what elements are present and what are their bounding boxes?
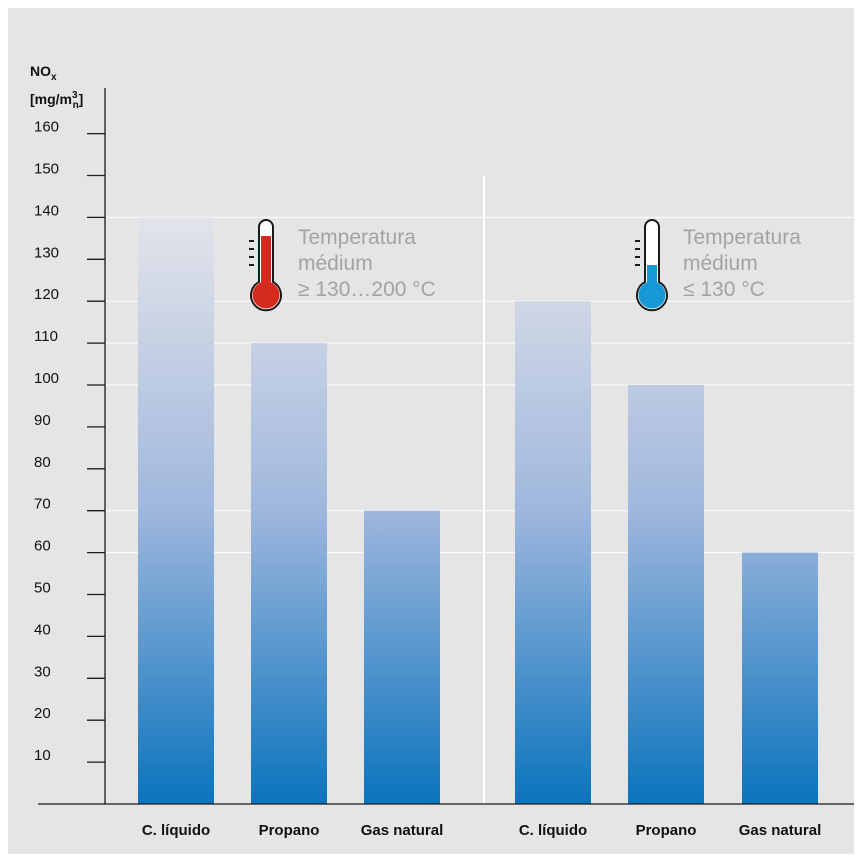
annotation-hot: Temperatura médium ≥ 130…200 °C	[249, 219, 436, 312]
gridlines	[105, 216, 854, 554]
x-tick-labels: C. líquido Propano Gas natural C. líquido Pr…	[142, 822, 821, 839]
annotation-cold-line2: médium	[683, 252, 758, 275]
annotation-cold: Temperatura médium ≤ 130 °C	[635, 219, 801, 312]
y-tick-label: 80	[34, 454, 51, 471]
annotation-cold-line1: Temperatura	[683, 226, 801, 249]
y-axis-label-line2: [mg/m3 n]	[30, 90, 83, 111]
y-tick-label: 130	[34, 244, 59, 261]
bars	[138, 217, 818, 804]
annotation-cold-line3: ≤ 130 °C	[683, 278, 765, 301]
chart-panel: 10 20 30 40 50 60 70 80 90 100 110 120 130 140 150 160 …	[8, 8, 854, 854]
x-tick-label: Propano	[636, 822, 697, 839]
nox-bar-chart: 102030405060708090100110120130140150160 …	[30, 63, 854, 839]
bar-hot-0	[138, 217, 214, 804]
x-tick-label: Propano	[259, 822, 320, 839]
x-tick-label: Gas natural	[739, 822, 822, 839]
annotation-hot-line1: Temperatura	[298, 226, 416, 249]
axes	[38, 88, 854, 805]
bar-cold-2	[742, 552, 818, 804]
thermometer-cold-icon	[635, 219, 668, 312]
y-tick-label: 140	[34, 202, 59, 219]
y-tick-label: 100	[34, 370, 59, 387]
y-tick-label: 40	[34, 621, 51, 638]
x-tick-label: C. líquido	[519, 822, 587, 839]
bar-cold-0	[515, 301, 591, 804]
y-ticks: 10 20 30 40 50 60 70 80 90 100 110 120 130 140 150 160	[34, 119, 105, 764]
bar-hot-2	[364, 510, 440, 804]
y-tick-label: 10	[34, 747, 51, 764]
y-tick-label: 60	[34, 538, 51, 555]
y-tick-label: 110	[34, 328, 58, 345]
y-tick-label: 120	[34, 286, 59, 303]
bar-cold-1	[628, 385, 704, 804]
bar-hot-1	[251, 343, 327, 804]
y-tick-label: 30	[34, 663, 51, 680]
x-tick-label: C. líquido	[142, 822, 210, 839]
y-tick-label: 20	[34, 705, 51, 722]
y-tick-label: 150	[34, 161, 59, 178]
y-axis-label-line1: NOx	[30, 63, 57, 83]
y-tick-label: 50	[34, 580, 51, 597]
x-tick-label: Gas natural	[361, 822, 444, 839]
y-tick-label: 70	[34, 496, 51, 513]
y-tick-label: 160	[34, 119, 59, 136]
annotation-hot-line2: médium	[298, 252, 373, 275]
annotation-hot-line3: ≥ 130…200 °C	[298, 278, 436, 301]
y-tick-label: 90	[34, 412, 51, 429]
thermometer-hot-icon	[249, 219, 282, 312]
